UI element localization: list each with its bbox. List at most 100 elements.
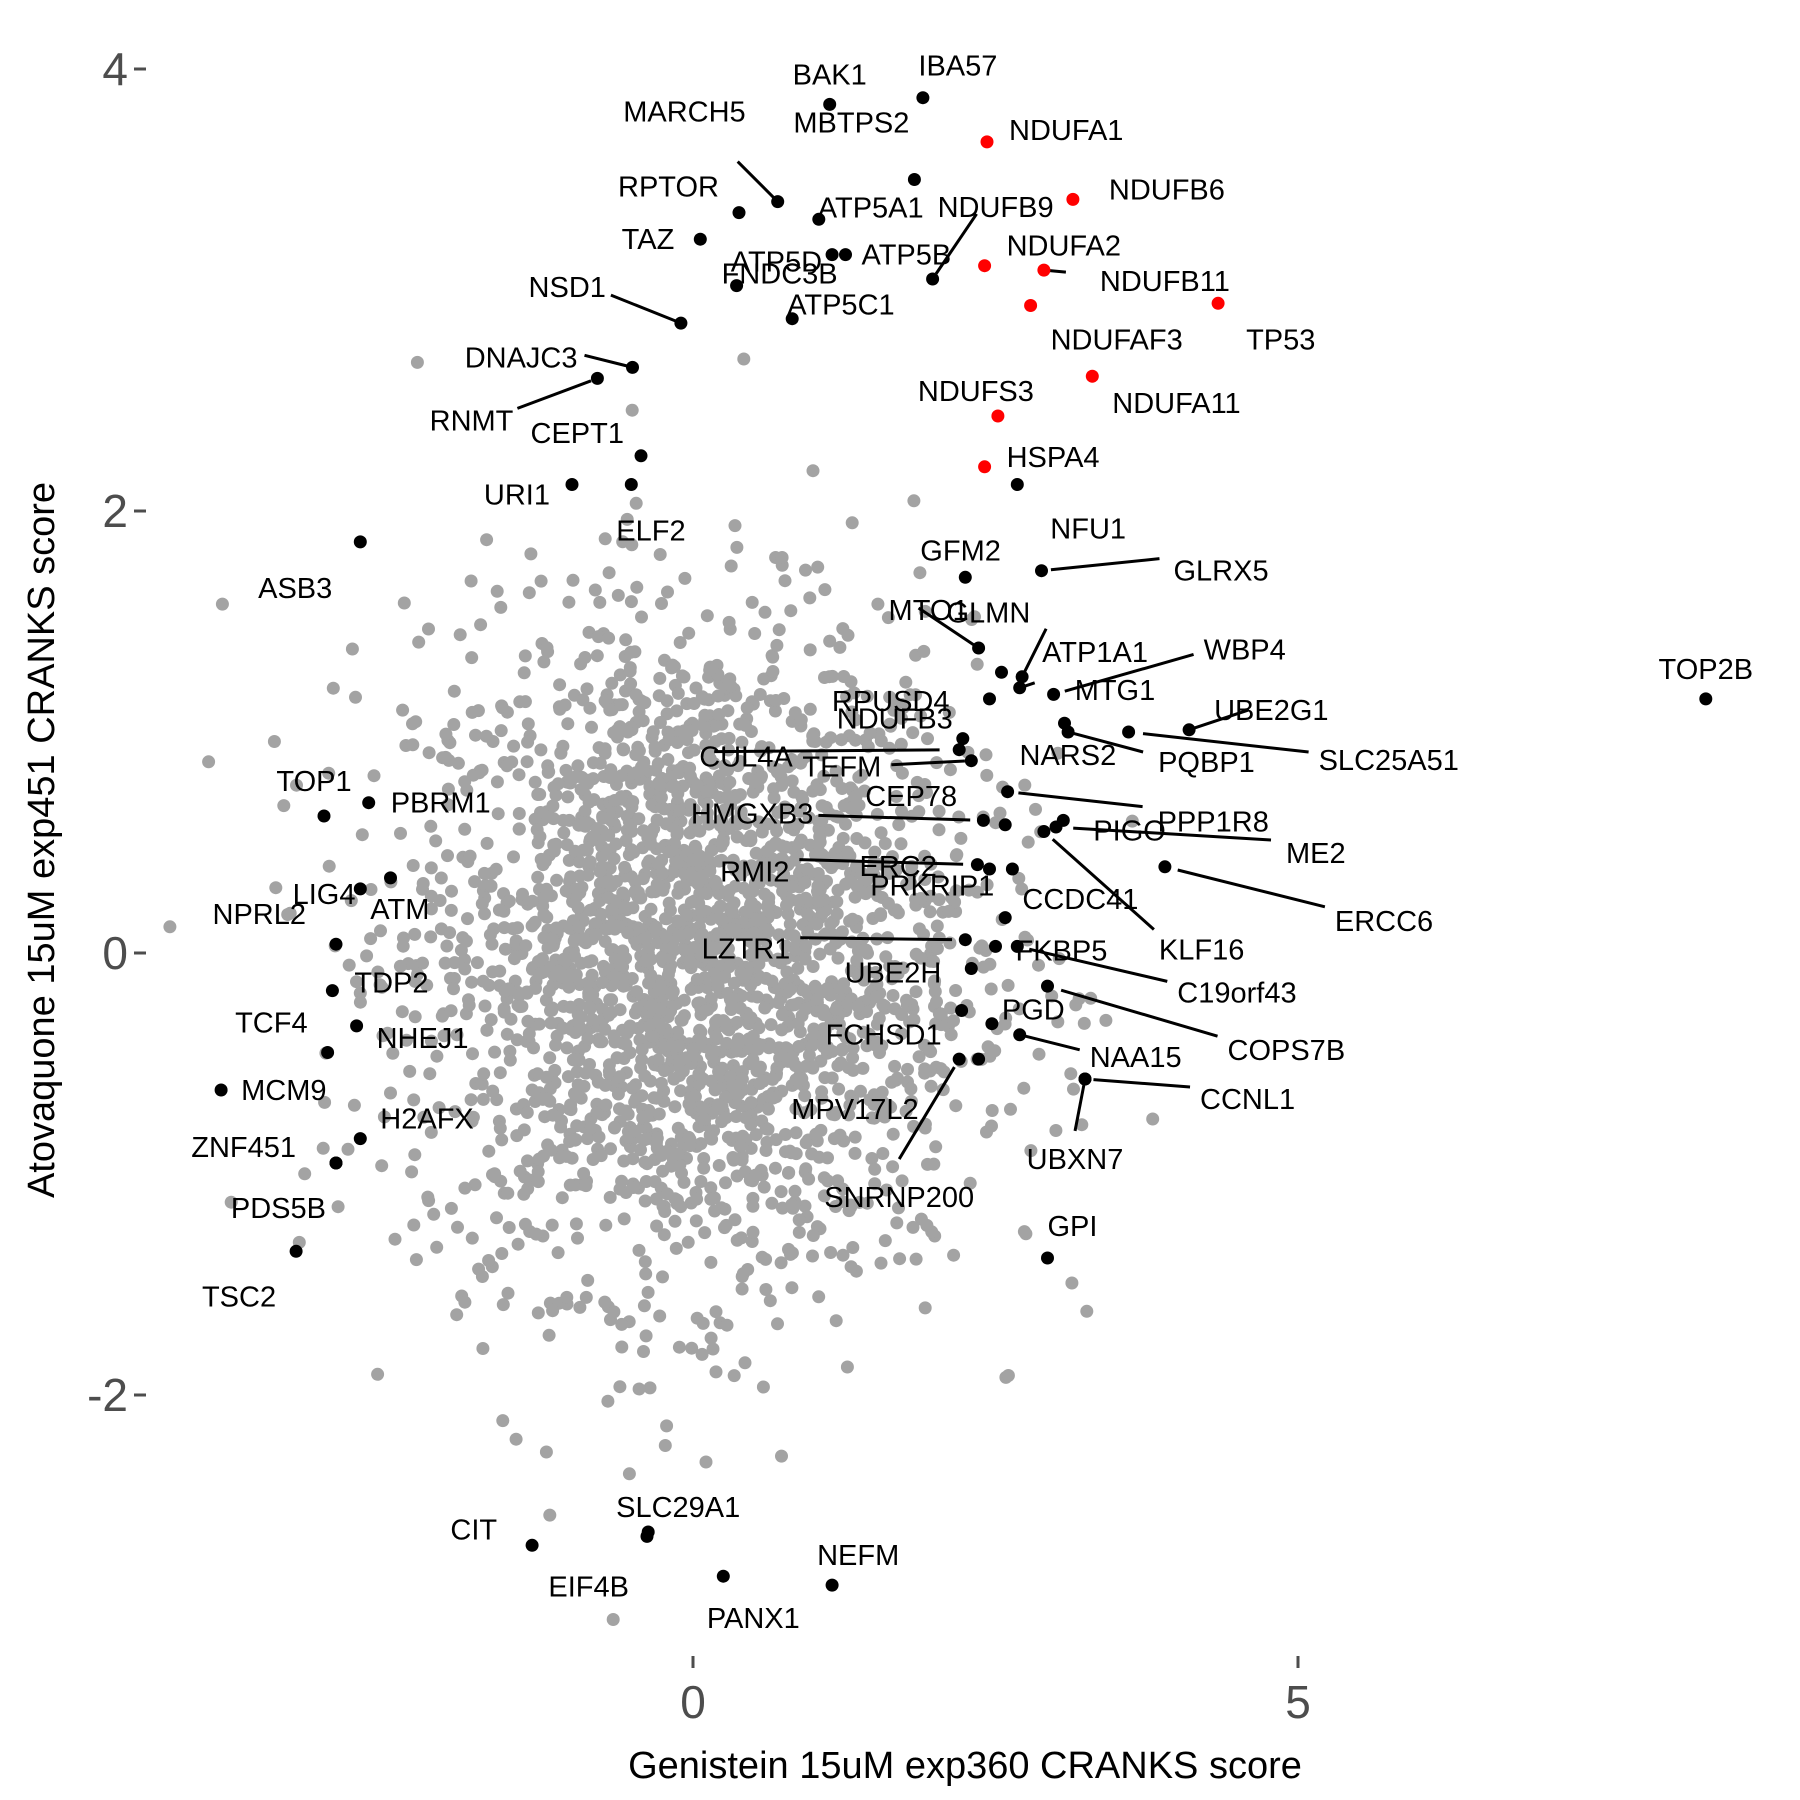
gene-label: NSD1 (529, 272, 606, 304)
background-point (458, 962, 472, 976)
background-point (510, 1129, 524, 1143)
background-point (673, 636, 687, 649)
background-point (542, 1328, 556, 1342)
leader-line (818, 813, 971, 822)
y-tick-label: 0 (102, 927, 128, 979)
background-point (923, 905, 937, 919)
background-point (583, 855, 597, 869)
gene-label: ATP5A1 (818, 192, 924, 224)
background-point (367, 769, 381, 783)
background-point (821, 1151, 834, 1165)
background-point (712, 1065, 726, 1079)
background-point (954, 831, 968, 845)
background-point (824, 1246, 838, 1259)
gene-label: MPV17L2 (791, 1094, 918, 1126)
background-point (1012, 1002, 1026, 1016)
background-point (855, 768, 869, 782)
background-point (507, 850, 520, 864)
background-point (577, 1167, 591, 1180)
background-point (878, 1110, 892, 1124)
background-point (805, 1038, 819, 1052)
background-point (761, 1102, 775, 1116)
gene-label: CEP78 (865, 781, 957, 813)
background-point (929, 1140, 943, 1154)
background-point (438, 956, 452, 970)
background-point (768, 1161, 782, 1175)
background-point (806, 729, 820, 743)
background-point (944, 1028, 958, 1042)
background-point (677, 724, 691, 738)
gene-label: RPUSD4 (832, 686, 950, 718)
background-point (608, 969, 622, 983)
background-point (775, 1023, 789, 1037)
background-point (828, 1108, 842, 1122)
background-point (574, 782, 588, 796)
background-point (613, 1003, 627, 1017)
labeled-point (970, 858, 984, 872)
background-point (410, 355, 424, 369)
background-point (653, 1002, 667, 1016)
background-point (949, 984, 963, 997)
background-point (757, 1180, 771, 1194)
background-point (574, 657, 588, 671)
gene-label: UBE2G1 (1214, 695, 1328, 727)
background-point (618, 900, 632, 914)
background-point (560, 1290, 574, 1304)
background-point (720, 1036, 734, 1050)
background-point (746, 926, 760, 940)
background-point (785, 1198, 799, 1212)
leader-line (1177, 868, 1326, 909)
background-point (649, 1091, 663, 1105)
background-point (488, 1045, 502, 1059)
background-point (615, 698, 629, 712)
background-point (629, 875, 642, 889)
background-point (759, 1283, 773, 1296)
background-point (677, 943, 691, 957)
background-point (617, 1212, 631, 1226)
background-point (687, 697, 701, 710)
labeled-point (384, 871, 397, 885)
background-point (667, 997, 681, 1011)
background-point (648, 740, 662, 754)
background-point (813, 947, 827, 961)
background-point (371, 1367, 385, 1381)
background-point (907, 494, 921, 508)
background-point (810, 917, 824, 931)
background-point (1051, 746, 1065, 760)
background-point (749, 1168, 762, 1182)
background-point (486, 1084, 500, 1098)
labeled-point (353, 882, 367, 896)
background-point (475, 1077, 489, 1091)
background-point (676, 779, 690, 793)
background-point (665, 987, 679, 1001)
background-point (726, 992, 740, 1006)
background-point (894, 737, 908, 751)
labeled-point (1010, 939, 1024, 953)
background-point (595, 976, 609, 989)
background-point (723, 820, 737, 834)
background-point (318, 1095, 332, 1109)
background-point (878, 1234, 892, 1248)
background-point (364, 883, 378, 896)
background-point (476, 1342, 490, 1355)
background-point (867, 1111, 881, 1125)
background-point (709, 1305, 723, 1319)
labeled-point (289, 1244, 303, 1258)
background-point (474, 618, 488, 632)
background-point (652, 776, 666, 790)
background-point (532, 954, 546, 968)
labeled-point (825, 1578, 839, 1592)
labeled-point (958, 933, 972, 947)
background-point (529, 1227, 543, 1241)
background-point (665, 941, 679, 955)
background-point (687, 802, 701, 816)
background-point (607, 1305, 621, 1319)
background-point (568, 949, 581, 963)
background-point (821, 1040, 835, 1054)
background-point (484, 1013, 498, 1027)
gene-label: LIG4 (293, 879, 356, 911)
background-point (728, 519, 742, 533)
background-point (743, 834, 757, 848)
background-point (407, 1093, 421, 1107)
background-point (932, 823, 946, 837)
